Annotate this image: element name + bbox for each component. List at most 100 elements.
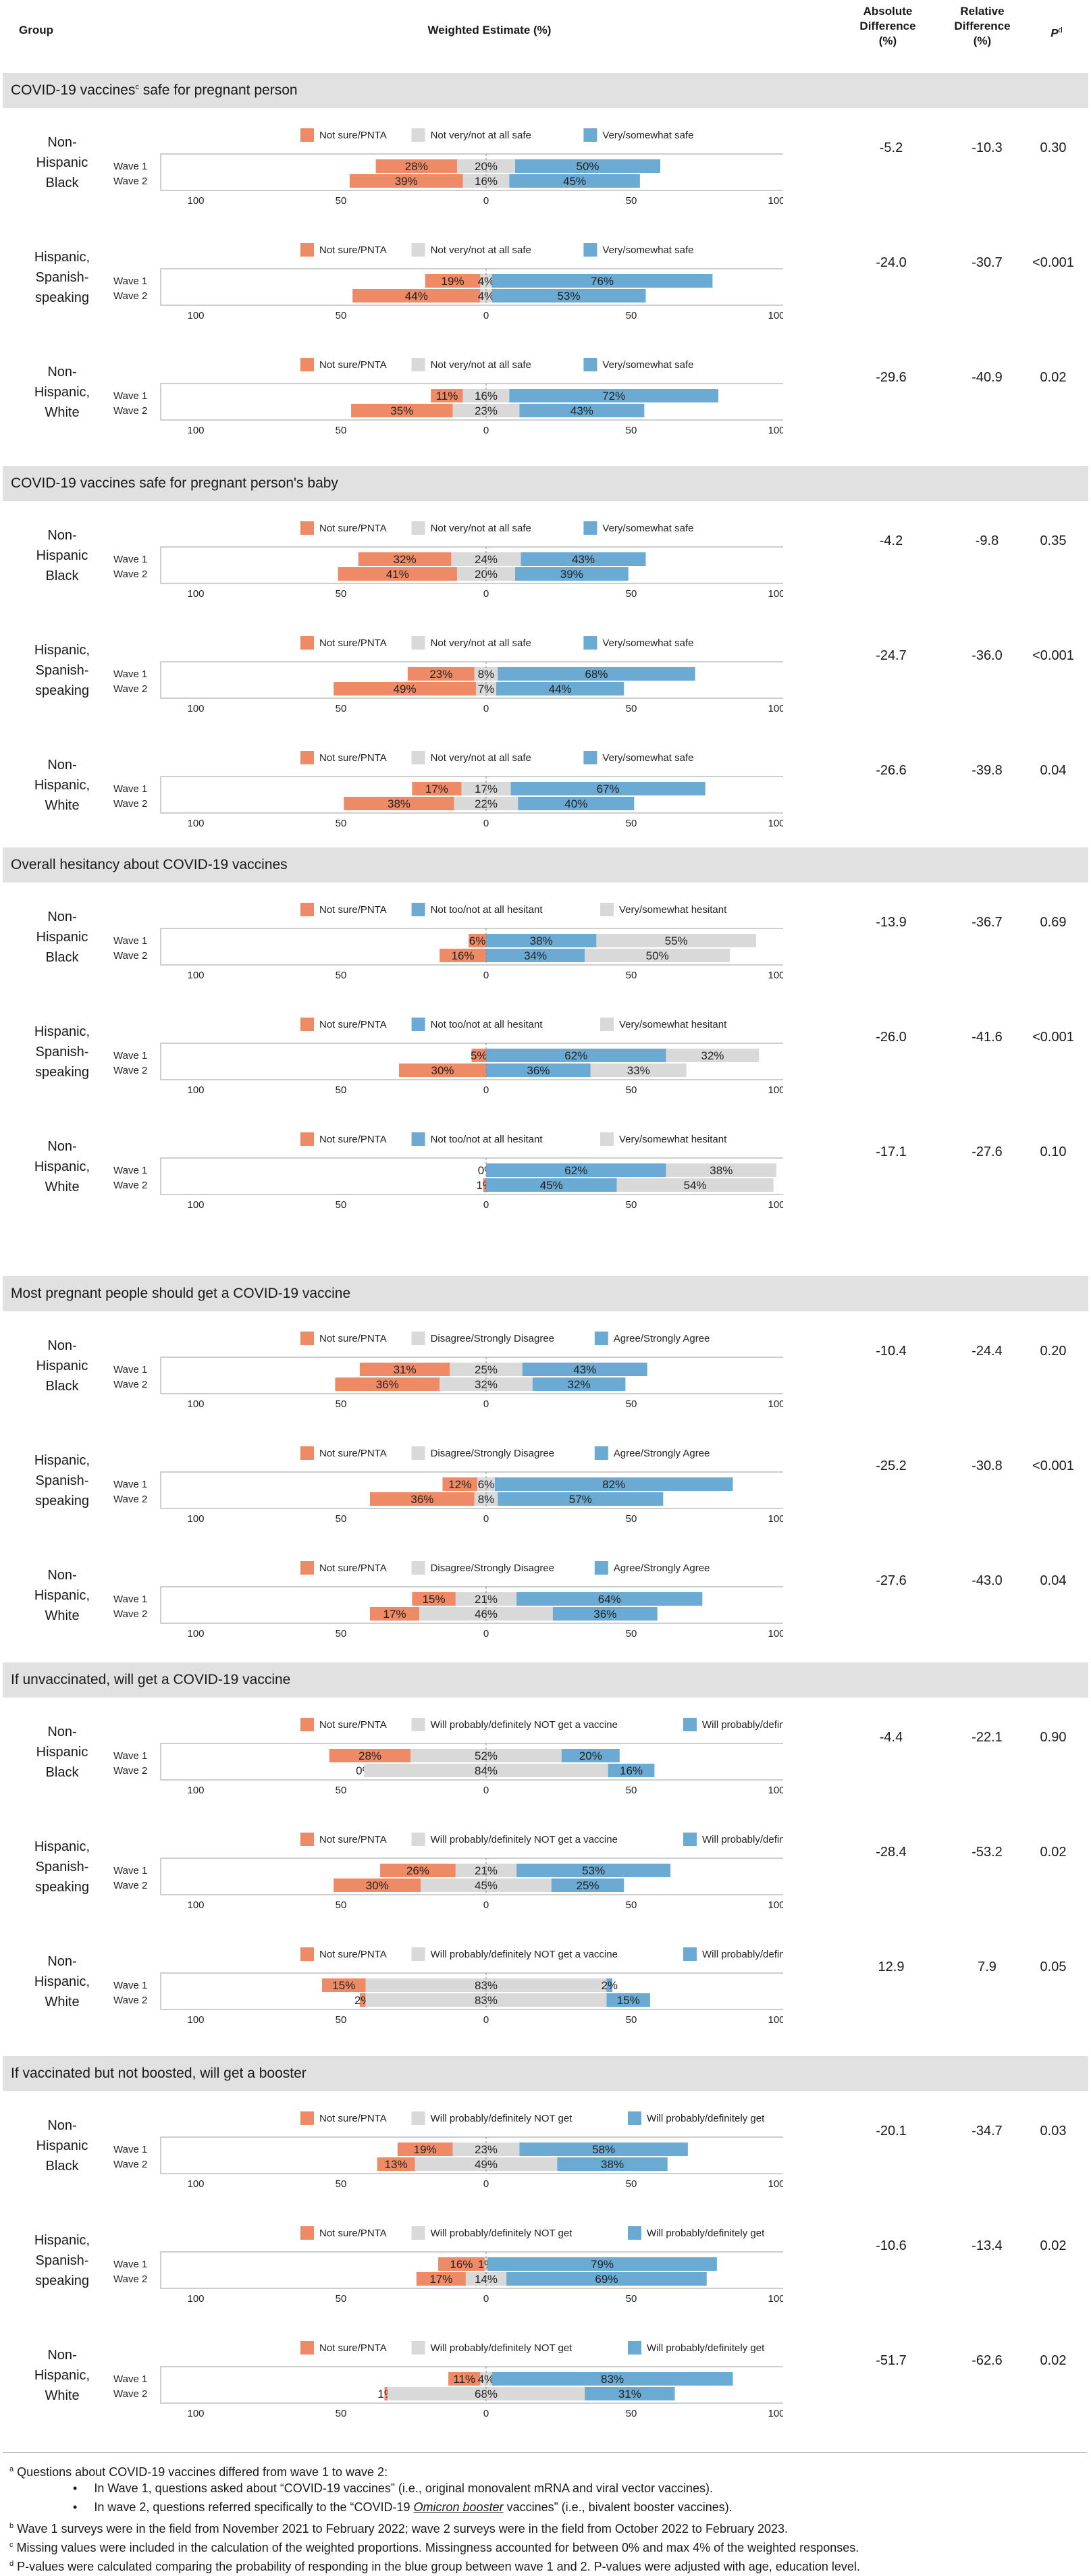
data-label-not-sure: 15% [423, 1593, 446, 1606]
wave-label: Wave 1 [113, 1865, 147, 1876]
bar-not-sure [359, 1363, 450, 1376]
group-name: Hispanic, Spanish- speaking [34, 643, 90, 698]
group-row: Non- Hispanic Black -5.2 -10.3 0.30 Not sure… [0, 113, 1091, 215]
section-title-footnote-marker: c [135, 83, 139, 91]
data-label-blue: 68% [585, 668, 608, 681]
bar-blue [561, 1749, 620, 1762]
bar-not-sure [344, 797, 454, 810]
wave-label: Wave 1 [113, 1980, 147, 1991]
bar-blue [486, 1163, 666, 1177]
group-row: Non- Hispanic, White -27.6 -43.0 0.04 Not su… [0, 1546, 1091, 1648]
legend-not-sure-swatch [300, 2341, 314, 2355]
legend-grey-category-swatch [411, 358, 425, 371]
p-value: 0.02 [1040, 1845, 1067, 1860]
bar-grey [666, 1049, 760, 1062]
axis-tick-label: 100 [187, 703, 204, 714]
wave-label: Wave 1 [113, 161, 147, 172]
section-header: COVID-19 vaccines safe for pregnant pers… [3, 466, 1088, 501]
bar-blue [516, 1592, 703, 1606]
bar-not-sure [469, 934, 486, 947]
legend-blue-category-swatch [583, 358, 597, 371]
group-row: Hispanic, Spanish- speaking -26.0 -41.6 <0.… [0, 1003, 1091, 1104]
data-label-not-sure: 17% [429, 2273, 452, 2286]
footnote-a-bullet-2-post: vaccines” (i.e., bivalent booster vaccin… [503, 2500, 733, 2514]
plot-frame [160, 546, 783, 584]
data-label-grey: 54% [684, 1179, 707, 1192]
wave-label: Wave 1 [113, 1364, 147, 1375]
absolute-difference-value: -4.2 [879, 533, 903, 548]
axis-tick-label: 50 [336, 310, 347, 321]
legend-not-sure-label: Not sure/PNTA [319, 1562, 387, 1574]
bar-not-sure [375, 159, 457, 173]
data-label-blue: 62% [564, 1049, 587, 1062]
axis-tick-label: 50 [626, 195, 637, 207]
bar-blue [515, 159, 660, 173]
bar-not-sure [335, 1377, 440, 1391]
section-title-text: Most pregnant people should get a COVID-… [11, 1286, 351, 1301]
footnote-d: d P-values were calculated comparing the… [9, 2555, 860, 2576]
legend-not-sure-swatch [300, 903, 314, 916]
stacked-bar-chart: Not sure/PNTA Not very/not at all safe Ver… [113, 358, 783, 436]
legend-grey-category-swatch [411, 636, 425, 650]
legend-not-sure-label: Not sure/PNTA [319, 1719, 387, 1731]
plot-frame [160, 383, 783, 421]
axis-tick-label: 0 [483, 1899, 489, 1911]
axis-tick-label: 50 [626, 2178, 637, 2190]
data-label-not-sure: 26% [406, 1864, 429, 1877]
group-row: Hispanic, Spanish- speaking -24.0 -30.7 <0.… [0, 228, 1091, 330]
group-row: Non- Hispanic, White -26.6 -39.8 0.04 Not su… [0, 736, 1091, 837]
relative-difference-value: -43.0 [972, 1573, 1003, 1588]
legend-blue-category-label: Very/somewhat hesitant [619, 904, 727, 916]
legend-grey-category-swatch [411, 1132, 425, 1146]
data-label-blue: 82% [602, 1478, 625, 1491]
legend-not-sure-label: Not sure/PNTA [319, 752, 387, 764]
absolute-difference-value: -24.7 [876, 648, 907, 663]
axis-tick-label: 0 [483, 1628, 489, 1639]
data-label-not-sure: 49% [394, 683, 417, 695]
plot-frame [160, 928, 783, 966]
section-title: COVID-19 vaccinesc safe for pregnant per… [11, 82, 298, 99]
axis-tick-label: 100 [768, 2014, 783, 2026]
legend-grey-category-label: Not too/not at all hesitant [431, 1019, 543, 1030]
absolute-difference-value: -13.9 [876, 915, 907, 930]
legend-not-sure-swatch [300, 2111, 314, 2125]
axis-tick-label: 0 [483, 2178, 489, 2190]
plot-frame [160, 1972, 783, 2010]
absolute-difference-value: -26.6 [876, 763, 907, 778]
data-label-grey: 33% [627, 1064, 650, 1077]
footnote-c-text: Missing values were included in the calc… [13, 2541, 859, 2554]
wave-label: Wave 2 [113, 1765, 147, 1777]
data-label-blue: 40% [564, 797, 587, 810]
section-title-text-rest: safe for pregnant person [138, 82, 298, 98]
data-label-blue: 50% [576, 160, 599, 173]
legend-grey-category-label: Not very/not at all safe [431, 359, 531, 371]
axis-tick-label: 100 [187, 310, 204, 321]
axis-tick-label: 50 [626, 703, 637, 714]
data-label-not-sure: 28% [358, 1750, 381, 1762]
bar-blue [486, 1178, 617, 1192]
group-row: Non- Hispanic Black -10.4 -24.4 0.20 Not sur… [0, 1317, 1091, 1418]
axis-tick-label: 0 [483, 1513, 489, 1525]
legend-not-sure-label: Not sure/PNTA [319, 904, 387, 916]
bar-not-sure [425, 274, 481, 288]
bar-not-sure [431, 389, 463, 402]
relative-difference-value: -13.4 [972, 2238, 1003, 2253]
legend-grey-category-swatch [411, 1446, 425, 1460]
bar-grey [452, 404, 520, 417]
footnote-a-bullet-1: • In Wave 1, questions asked about “COVI… [73, 2481, 714, 2495]
data-label-blue: 43% [570, 404, 593, 417]
bar-blue [518, 797, 635, 810]
plot-frame [160, 1357, 783, 1394]
axis-tick-label: 50 [336, 818, 347, 829]
data-label-grey: 45% [475, 1879, 498, 1892]
section-title: If vaccinated but not boosted, will get … [11, 2066, 307, 2082]
data-label-not-sure: 30% [431, 1064, 454, 1077]
group-name: Hispanic, Spanish- speaking [34, 2233, 90, 2288]
axis-tick-label: 50 [336, 1628, 347, 1639]
bar-blue [486, 1063, 591, 1077]
data-label-blue: 36% [527, 1064, 550, 1077]
data-label-not-sure: 12% [448, 1478, 471, 1491]
bar-blue [606, 1993, 650, 2007]
bar-blue [494, 1477, 733, 1491]
relative-difference-value: -9.8 [975, 533, 999, 548]
